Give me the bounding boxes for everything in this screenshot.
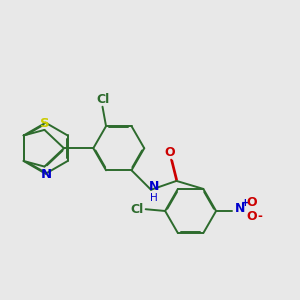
Text: +: + <box>241 198 250 208</box>
Text: S: S <box>40 117 49 130</box>
Text: O: O <box>164 146 175 159</box>
Text: O: O <box>246 210 257 223</box>
Text: -: - <box>257 210 262 223</box>
Text: N: N <box>41 168 52 181</box>
Text: N: N <box>148 180 159 194</box>
Text: H: H <box>150 193 158 202</box>
Text: Cl: Cl <box>96 93 109 106</box>
Text: Cl: Cl <box>130 203 143 216</box>
Text: N: N <box>235 202 245 215</box>
Text: O: O <box>246 196 257 208</box>
